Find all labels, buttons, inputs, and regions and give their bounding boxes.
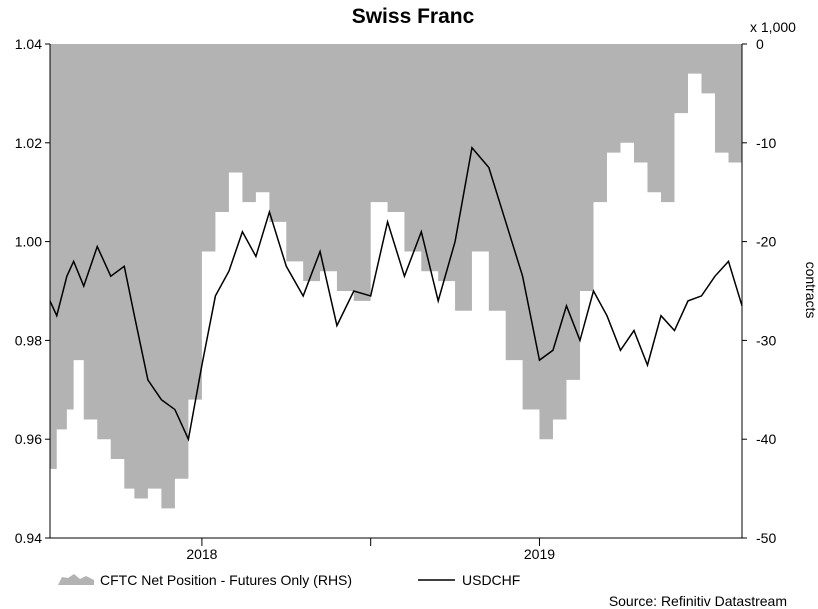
axes: 0.94 0.96 0.98 1.00 1.02 1.04 -50 -40 -30 -20 -10 0… [15,36,777,562]
left-tick-label: 1.00 [15,234,42,250]
x-tick-label: 2019 [524,546,555,562]
right-tick-label: -20 [756,234,776,250]
right-tick-label: -40 [756,431,776,447]
left-tick-label: 0.98 [15,332,42,348]
usdchf-line [49,146,743,442]
legend-area-swatch [58,574,94,585]
right-tick-label: -50 [756,530,776,546]
legend: CFTC Net Position - Futures Only (RHS) U… [58,572,520,588]
right-tick-label: -30 [756,332,776,348]
left-tick-label: 0.94 [15,530,42,546]
cftc-area [50,44,742,509]
chart-title: Swiss Franc [352,5,475,28]
right-axis-unit: x 1,000 [750,19,796,35]
left-tick-label: 1.02 [15,135,42,151]
left-tick-label: 0.96 [15,431,42,447]
x-tick-label: 2018 [186,546,217,562]
legend-label-usdchf: USDCHF [462,572,520,588]
legend-label-cftc: CFTC Net Position - Futures Only (RHS) [100,572,352,588]
right-tick-label: -10 [756,135,776,151]
right-tick-label: 0 [756,36,764,52]
source-note: Source: Refinitiv Datastream [609,593,787,609]
left-tick-label: 1.04 [15,36,42,52]
plot-area [49,44,743,509]
right-axis-label: contracts [803,262,818,319]
